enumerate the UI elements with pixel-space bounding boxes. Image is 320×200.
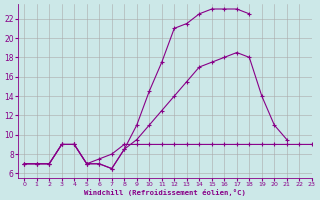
X-axis label: Windchill (Refroidissement éolien,°C): Windchill (Refroidissement éolien,°C) [84,189,246,196]
